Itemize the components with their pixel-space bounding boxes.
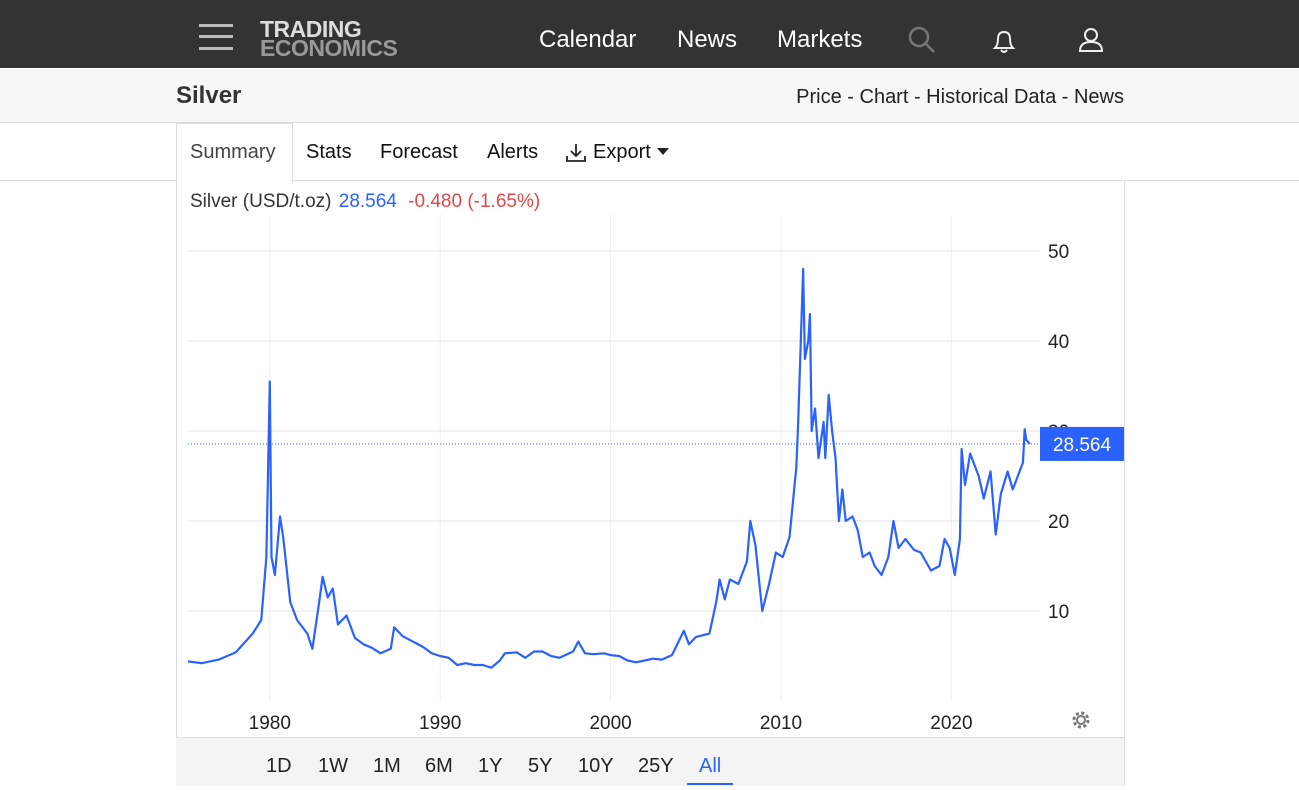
x-tick-label: 2010: [760, 713, 802, 734]
price-line: [187, 267, 1031, 669]
current-value-tag: [1040, 426, 1124, 461]
current-value-label: 28.564: [1053, 435, 1112, 456]
download-icon[interactable]: [565, 142, 589, 164]
range-button[interactable]: 1W: [318, 755, 348, 777]
dropdown-caret: [657, 148, 669, 155]
range-button[interactable]: All: [687, 755, 734, 785]
tab[interactable]: Summary: [190, 141, 276, 163]
y-tick-label: 50: [1048, 242, 1069, 263]
x-tick-label: 1990: [419, 713, 461, 734]
quote-price: 28.564: [338, 191, 397, 212]
tab[interactable]: Forecast: [380, 141, 458, 163]
y-tick-label: 40: [1048, 332, 1069, 353]
page-title: Silver: [176, 82, 242, 109]
x-tick-label: 1980: [249, 713, 291, 734]
range-button[interactable]: 25Y: [638, 755, 674, 777]
range-button[interactable]: 1D: [266, 755, 292, 777]
tab[interactable]: Stats: [306, 141, 352, 163]
nav-link[interactable]: Markets: [777, 26, 863, 53]
active-tab-box: [176, 123, 293, 183]
x-tick-label: 2000: [589, 713, 631, 734]
quote-change: -0.480: [408, 191, 463, 212]
sub-header: Silver Price - Chart - Historical Data -…: [0, 69, 1299, 123]
chart: 19801990200020102020102030405028.564: [187, 215, 1124, 734]
quote-line: Silver (USD/t.oz) 28.564 -0.480 (-1.65%): [190, 191, 540, 213]
logo-line[interactable]: ECONOMICS: [260, 35, 398, 61]
y-tick-label: 10: [1048, 602, 1069, 623]
user-icon[interactable]: [1077, 26, 1107, 56]
nav-link[interactable]: News: [677, 26, 738, 53]
range-button[interactable]: 5Y: [528, 755, 553, 777]
range-button[interactable]: 1Y: [478, 755, 503, 777]
range-button[interactable]: 10Y: [578, 755, 614, 777]
search-icon[interactable]: [906, 25, 938, 55]
range-bar: [176, 737, 1124, 786]
bell-icon[interactable]: [990, 27, 1020, 57]
quote-change-percent: (-1.65%): [467, 191, 541, 212]
tabs-row: [0, 123, 1299, 183]
range-button[interactable]: 6M: [425, 755, 453, 777]
quote-name: Silver (USD/t.oz): [190, 191, 332, 212]
y-tick-label: 20: [1048, 512, 1069, 533]
top-nav: TRADING ECONOMICS Calendar News Markets: [0, 0, 1299, 68]
tab[interactable]: Alerts: [487, 141, 539, 163]
tab[interactable]: Export: [593, 141, 651, 163]
section-links[interactable]: Price - Chart - Historical Data - News: [796, 86, 1124, 108]
settings-icon[interactable]: [1069, 708, 1093, 732]
logo-line[interactable]: TRADING: [260, 16, 362, 42]
menu-icon[interactable]: [199, 24, 235, 52]
range-button[interactable]: 1M: [373, 755, 401, 777]
nav-link[interactable]: Calendar: [539, 26, 637, 53]
x-tick-label: 2020: [930, 713, 972, 734]
